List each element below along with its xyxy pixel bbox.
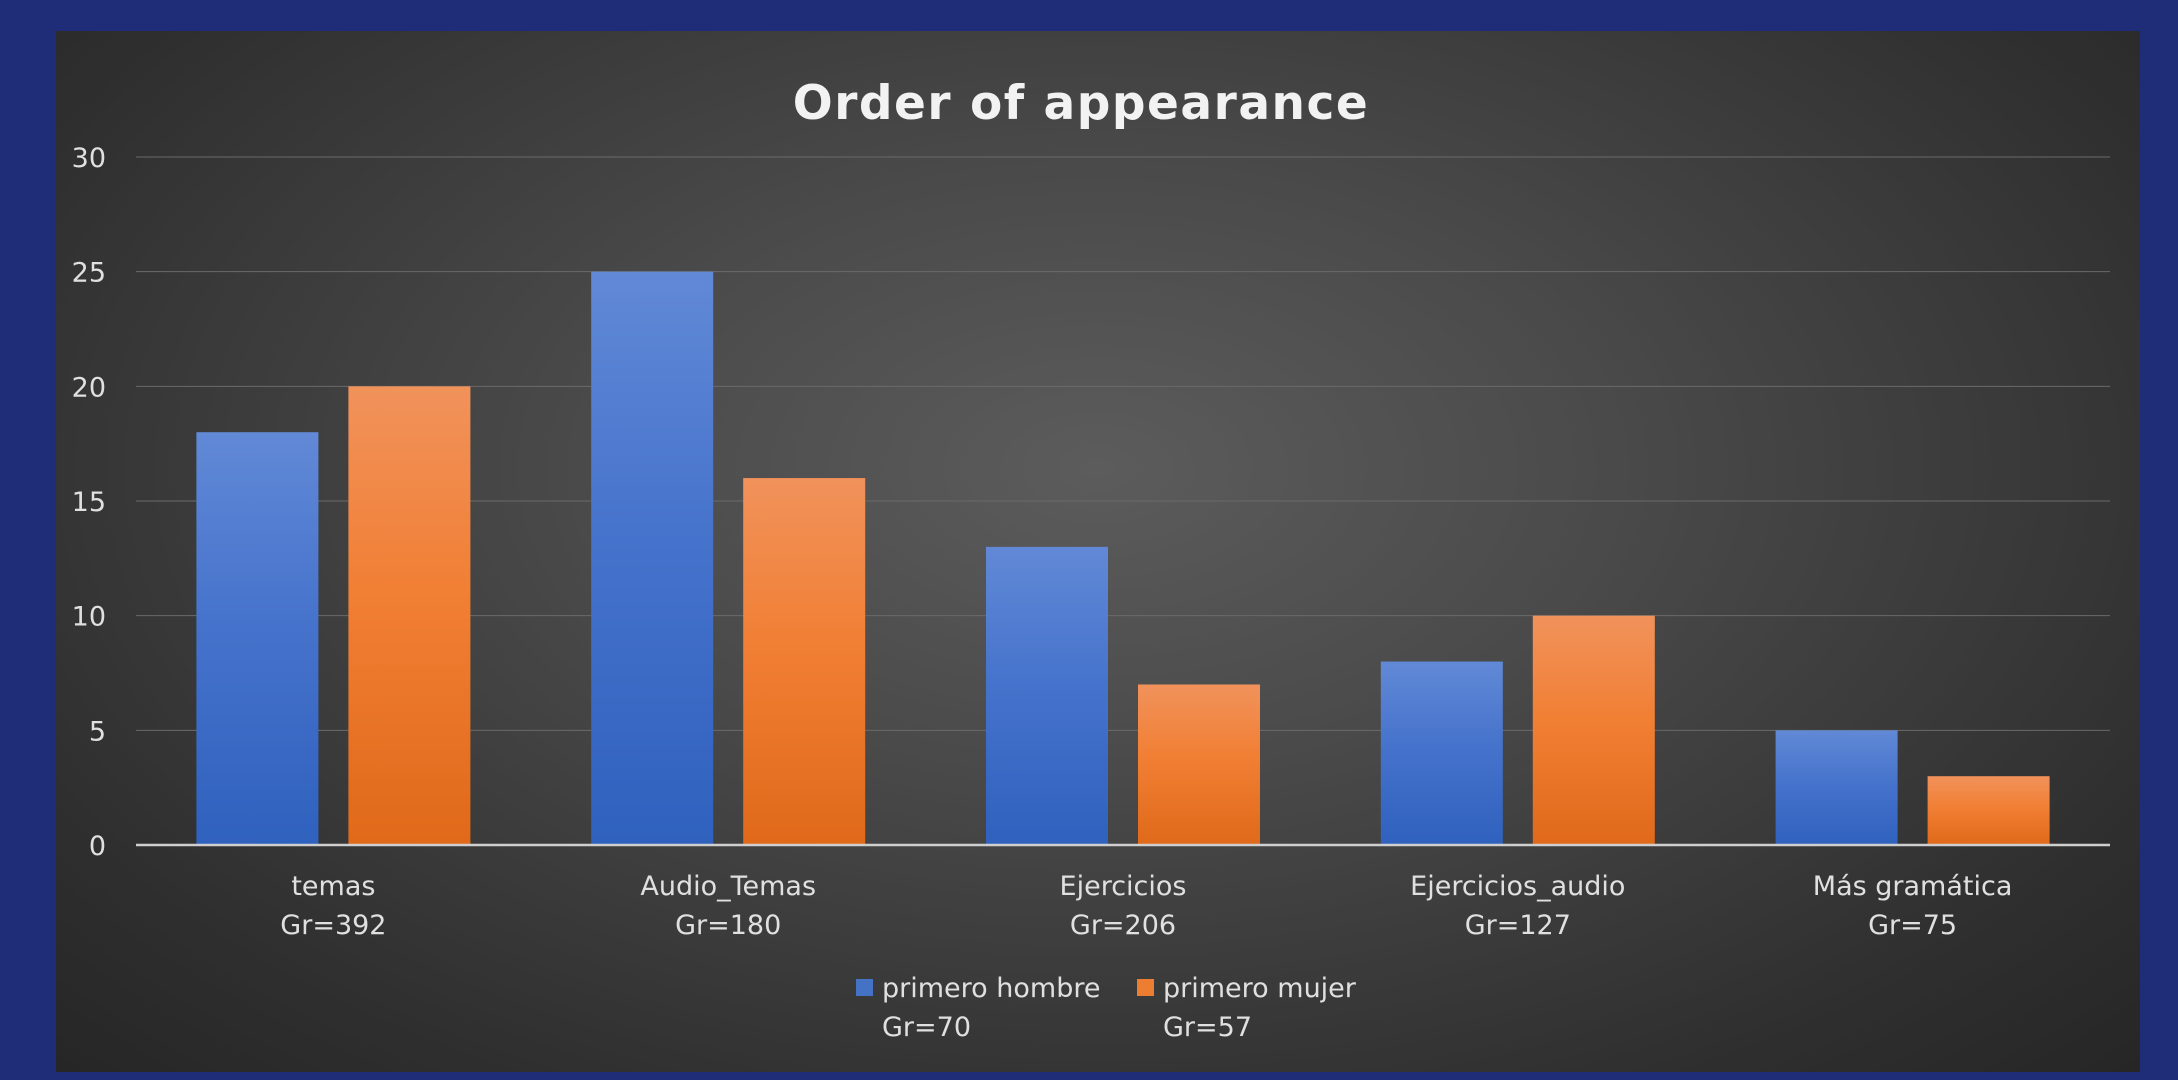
x-category-sublabel: Gr=75 [1868,910,1957,941]
bar-primero-hombre [591,271,714,845]
legend-label: Gr=57 [1163,1012,1252,1043]
y-axis-ticks: 0 5 10 15 20 25 30 [72,143,106,862]
bar-chart: Order of appearance 0 5 10 15 20 25 30 temas Gr… [72,76,2110,1043]
chart-panel: Order of appearance 0 5 10 15 20 25 30 temas Gr… [56,31,2140,1072]
bars [196,271,2050,845]
legend-label: primero hombre [882,973,1100,1004]
bar-primero-hombre [1380,661,1503,845]
y-tick-label: 30 [72,143,106,174]
x-category-label: Ejercicios_audio [1410,871,1625,902]
bar-primero-mujer [1138,684,1260,845]
x-category-sublabel: Gr=206 [1070,910,1176,941]
bar-primero-mujer [1927,776,2050,845]
bar-primero-mujer [743,478,866,845]
x-category-sublabel: Gr=180 [675,910,781,941]
y-tick-label: 10 [72,602,106,633]
legend-label: primero mujer [1163,973,1357,1004]
y-tick-label: 15 [72,487,106,518]
x-category-label: Audio_Temas [640,871,816,902]
y-tick-label: 0 [89,831,106,862]
x-category-sublabel: Gr=127 [1465,910,1571,941]
bar-primero-mujer [348,386,471,845]
bar-primero-hombre [196,432,319,845]
x-category-label: Ejercicios [1060,871,1187,902]
x-category-label: temas [291,871,375,902]
x-category-label: Más gramática [1813,871,2013,902]
legend-swatch [1137,979,1154,996]
y-tick-label: 20 [72,372,106,403]
bar-primero-hombre [986,546,1108,845]
bar-primero-hombre [1775,730,1898,845]
legend: primero hombre Gr=70 primero mujer Gr=57 [856,973,1357,1043]
x-axis-labels: temas Gr=392 Audio_Temas Gr=180 Ejercicios Gr… [280,871,2012,941]
legend-label: Gr=70 [882,1012,971,1043]
bar-primero-mujer [1532,615,1655,845]
legend-swatch [856,979,873,996]
x-category-sublabel: Gr=392 [280,910,386,941]
y-tick-label: 25 [72,258,106,289]
chart-title: Order of appearance [793,76,1369,131]
y-tick-label: 5 [89,716,106,747]
